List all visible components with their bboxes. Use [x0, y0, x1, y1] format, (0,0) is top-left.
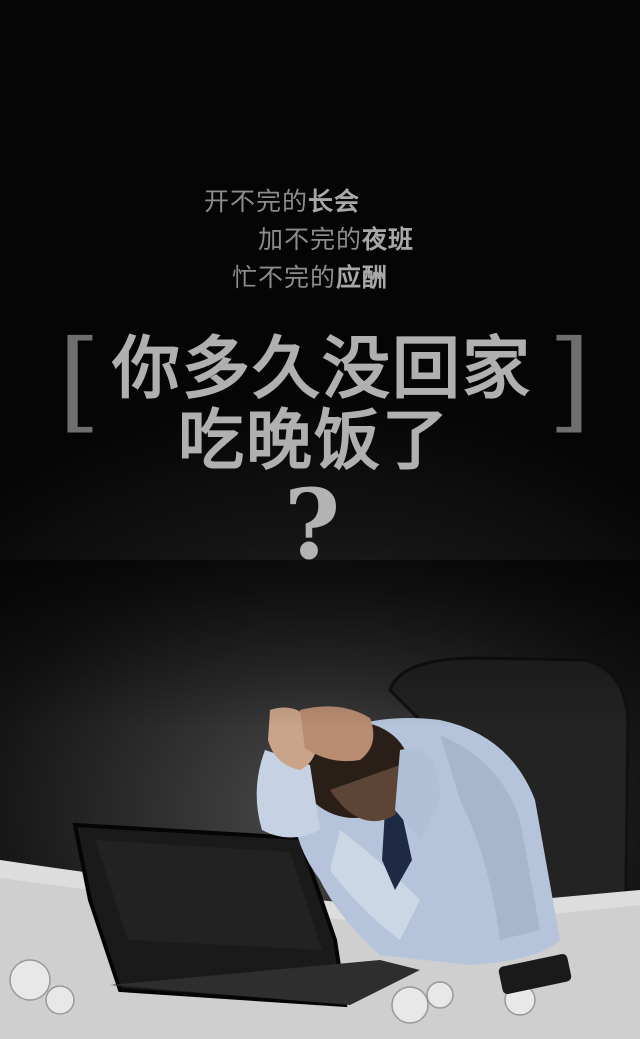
headline-line-2: 吃晚饭了	[178, 401, 450, 479]
office-worker-illustration	[0, 560, 640, 1039]
tagline-3-bold: 应酬	[336, 263, 389, 292]
tagline-2: 加不完的夜班	[258, 220, 414, 256]
illustration-svg	[0, 560, 640, 1039]
tagline-2-bold: 夜班	[362, 225, 415, 254]
headline-line-1: 你多久没回家	[112, 329, 533, 409]
headline: [ 你多久没回家 吃晚饭了 ]	[0, 305, 640, 479]
tagline-3: 忙不完的应酬	[232, 258, 388, 294]
tagline-group: 开不完的长会 加不完的夜班 忙不完的应酬	[0, 0, 640, 300]
tagline-2-normal: 加不完的	[258, 225, 363, 254]
tagline-1-bold: 长会	[308, 187, 361, 216]
bracket-right: ]	[548, 316, 591, 444]
tagline-1: 开不完的长会	[204, 182, 360, 218]
tagline-3-normal: 忙不完的	[232, 263, 337, 292]
tagline-1-normal: 开不完的	[204, 187, 309, 216]
bracket-left: [	[58, 316, 101, 444]
